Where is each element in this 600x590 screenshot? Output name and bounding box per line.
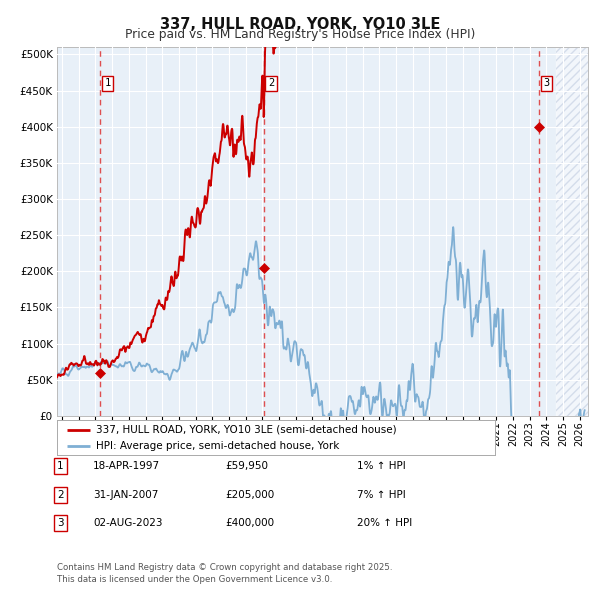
Text: 3: 3 bbox=[544, 78, 550, 88]
Text: HPI: Average price, semi-detached house, York: HPI: Average price, semi-detached house,… bbox=[95, 441, 339, 451]
Text: 31-JAN-2007: 31-JAN-2007 bbox=[93, 490, 158, 500]
Bar bbox=[556, 47, 588, 416]
Text: £205,000: £205,000 bbox=[225, 490, 274, 500]
Text: 20% ↑ HPI: 20% ↑ HPI bbox=[357, 518, 412, 528]
Text: 337, HULL ROAD, YORK, YO10 3LE (semi-detached house): 337, HULL ROAD, YORK, YO10 3LE (semi-det… bbox=[95, 425, 396, 435]
Text: 02-AUG-2023: 02-AUG-2023 bbox=[93, 518, 163, 528]
Text: 2: 2 bbox=[57, 490, 64, 500]
Text: 1: 1 bbox=[57, 461, 64, 471]
Text: £400,000: £400,000 bbox=[225, 518, 274, 528]
Text: Price paid vs. HM Land Registry's House Price Index (HPI): Price paid vs. HM Land Registry's House … bbox=[125, 28, 475, 41]
Text: Contains HM Land Registry data © Crown copyright and database right 2025.
This d: Contains HM Land Registry data © Crown c… bbox=[57, 563, 392, 584]
Text: 7% ↑ HPI: 7% ↑ HPI bbox=[357, 490, 406, 500]
Bar bbox=[556, 47, 588, 416]
Text: 2: 2 bbox=[268, 78, 274, 88]
Text: 1: 1 bbox=[104, 78, 110, 88]
Text: 1% ↑ HPI: 1% ↑ HPI bbox=[357, 461, 406, 471]
Text: £59,950: £59,950 bbox=[225, 461, 268, 471]
Text: 18-APR-1997: 18-APR-1997 bbox=[93, 461, 160, 471]
Text: 337, HULL ROAD, YORK, YO10 3LE: 337, HULL ROAD, YORK, YO10 3LE bbox=[160, 17, 440, 31]
Text: 3: 3 bbox=[57, 518, 64, 528]
